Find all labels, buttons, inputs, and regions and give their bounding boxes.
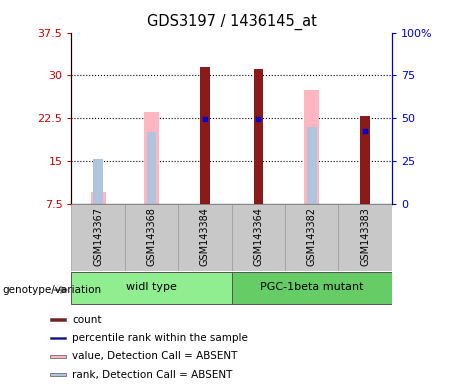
Bar bbox=[71, 273, 231, 303]
Bar bbox=[50, 355, 66, 358]
Text: count: count bbox=[72, 315, 102, 325]
Bar bbox=[307, 127, 317, 204]
Bar bbox=[71, 204, 125, 271]
Bar bbox=[50, 336, 66, 339]
Bar bbox=[361, 116, 370, 204]
Text: rank, Detection Call = ABSENT: rank, Detection Call = ABSENT bbox=[72, 369, 233, 379]
Bar bbox=[338, 204, 392, 271]
Bar bbox=[285, 204, 338, 271]
Title: GDS3197 / 1436145_at: GDS3197 / 1436145_at bbox=[147, 14, 317, 30]
Bar bbox=[125, 204, 178, 271]
Text: GSM143382: GSM143382 bbox=[307, 207, 317, 266]
Bar bbox=[178, 204, 231, 271]
Text: GSM143383: GSM143383 bbox=[360, 207, 370, 266]
Bar bbox=[91, 192, 106, 204]
Text: PGC-1beta mutant: PGC-1beta mutant bbox=[260, 282, 364, 292]
Text: GSM143368: GSM143368 bbox=[147, 207, 157, 266]
Bar bbox=[200, 67, 210, 204]
Text: GSM143367: GSM143367 bbox=[93, 207, 103, 266]
Bar bbox=[50, 373, 66, 376]
Text: genotype/variation: genotype/variation bbox=[2, 285, 101, 295]
Bar bbox=[50, 318, 66, 321]
Bar bbox=[231, 273, 392, 303]
Text: percentile rank within the sample: percentile rank within the sample bbox=[72, 333, 248, 343]
Bar bbox=[147, 132, 156, 204]
Text: GSM143364: GSM143364 bbox=[254, 207, 263, 266]
Bar bbox=[93, 159, 103, 204]
Bar bbox=[231, 204, 285, 271]
Text: GSM143384: GSM143384 bbox=[200, 207, 210, 266]
Bar bbox=[304, 89, 319, 204]
Text: widl type: widl type bbox=[126, 282, 177, 292]
Text: value, Detection Call = ABSENT: value, Detection Call = ABSENT bbox=[72, 351, 238, 361]
Bar bbox=[144, 113, 159, 204]
Bar bbox=[254, 68, 263, 204]
